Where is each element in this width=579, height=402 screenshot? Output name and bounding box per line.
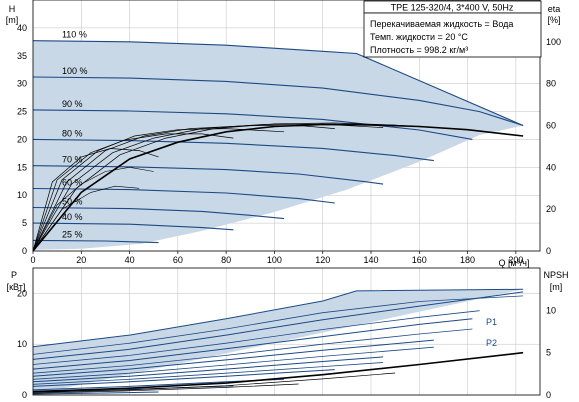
npsh-curve [32,372,396,393]
x-axis-label: Q [м³/ч] [499,258,530,268]
top-y-tick-label: 10 [17,190,27,200]
chart-title: TPE 125-320/4, 3*400 V, 50Hz [391,3,514,13]
p2-curve [32,362,384,385]
p1-label: P1 [486,317,497,327]
speed-curves: 110 % 100 % 90 % 80 % 70 % 60 % 50 % 40 % 25 % [32,30,524,244]
efficiency-curve [32,125,335,252]
bottom-y2-label: NPSH [543,270,568,280]
speed-curve [32,138,434,162]
x-tick-label: 60 [173,255,183,265]
top-y2-unit: [%] [547,15,560,25]
info-temperature: Темп. жидкости = 20 °C [370,32,468,42]
p2-label: P2 [486,338,497,348]
npsh-curve [32,351,524,393]
bottom-y2-tick-label: 10 [546,305,556,315]
axes [32,0,541,396]
x-tick-label: 120 [315,255,330,265]
bottom-y2-unit: [m] [550,282,563,292]
speed-curve-label: 25 % [62,229,83,239]
bottom-y2-tick-label: 5 [546,348,551,358]
power-curves [32,288,524,395]
speed-curve-label: 70 % [62,155,83,165]
top-y-tick-label: 40 [17,23,27,33]
efficiency-curve [32,133,234,252]
p2-curve [32,295,524,355]
tick-labels: 0 20 40 60 80 100 120 140 160 180 2000510152025303… [17,23,561,400]
x-tick-label: 0 [30,255,35,265]
x-tick-label: 140 [363,255,378,265]
info-fluid: Перекачиваемая жидкость = Вода [370,19,513,29]
info-box [363,12,542,58]
speed-curve [32,40,524,127]
top-y-tick-label: 0 [22,246,27,256]
x-tick-label: 100 [267,255,282,265]
top-y2-label: eta [548,4,561,14]
speed-curve [32,109,473,140]
x-tick-label: 20 [76,255,86,265]
bottom-plot-frame [32,267,541,396]
speed-curve [32,187,335,204]
info-density: Плотность = 998.2 кг/м³ [370,45,468,55]
p2-curve [32,310,480,365]
p1-curve [32,291,524,360]
p1-curve [32,391,159,395]
p2-curve [32,346,434,380]
x-tick-label: 160 [412,255,427,265]
bottom-y2-tick-label: 0 [546,390,551,400]
speed-curve-label: 40 % [62,212,83,222]
top-y-tick-label: 30 [17,79,27,89]
top-y-tick-label: 35 [17,51,27,61]
bottom-y-tick-label: 20 [17,288,27,298]
p2-curve [32,328,473,374]
top-y2-tick-label: 100 [546,37,561,47]
efficiency-curve [32,148,159,252]
top-y-unit: [m] [6,15,19,25]
top-y2-tick-label: 20 [546,204,556,214]
top-y-tick-label: 15 [17,162,27,172]
efficiency-curve [32,123,384,252]
operating-envelope-area [33,40,524,250]
speed-curve [32,239,159,244]
speed-curve [32,76,524,127]
speed-curve-label: 110 % [62,30,87,40]
top-y-tick-label: 25 [17,107,27,117]
speed-curve-label: 50 % [62,196,83,206]
p1-curve [32,339,434,377]
p1-curve [32,369,335,387]
top-y2-tick-label: 0 [546,246,551,256]
p1-curve [32,318,473,370]
speed-curve-label: 100 % [62,66,88,76]
x-tick-label: 80 [221,255,231,265]
x-tick-label: 200 [508,255,523,265]
npsh-curve [32,383,299,394]
speed-curve-label: 80 % [62,128,83,138]
top-y-tick-label: 5 [22,218,27,228]
top-y2-tick-label: 60 [546,121,556,131]
bottom-y-tick-label: 10 [17,339,27,349]
p1-curve [32,288,524,348]
top-y-label: H [9,4,16,14]
speed-curve-label: 90 % [62,99,83,109]
efficiency-curve [32,185,140,252]
efficiency-curve [32,128,285,252]
top-y2-tick-label: 80 [546,79,556,89]
speed-curve [32,206,285,220]
speed-curve-label: 60 % [62,178,83,188]
top-y2-tick-label: 40 [546,162,556,172]
npsh-curves [32,351,524,394]
x-tick-label: 180 [460,255,475,265]
efficiency-curves [32,122,524,252]
x-tick-label: 40 [125,255,135,265]
top-y-tick-label: 20 [17,134,27,144]
bottom-y-tick-label: 0 [22,390,27,400]
speed-curve [32,165,384,185]
p1-curve [32,356,384,383]
bottom-y-unit: [кВт] [7,282,26,292]
efficiency-curve [32,166,154,252]
bottom-y-label: P [11,270,17,280]
speed-curve [32,222,234,231]
top-plot-frame [32,0,541,252]
